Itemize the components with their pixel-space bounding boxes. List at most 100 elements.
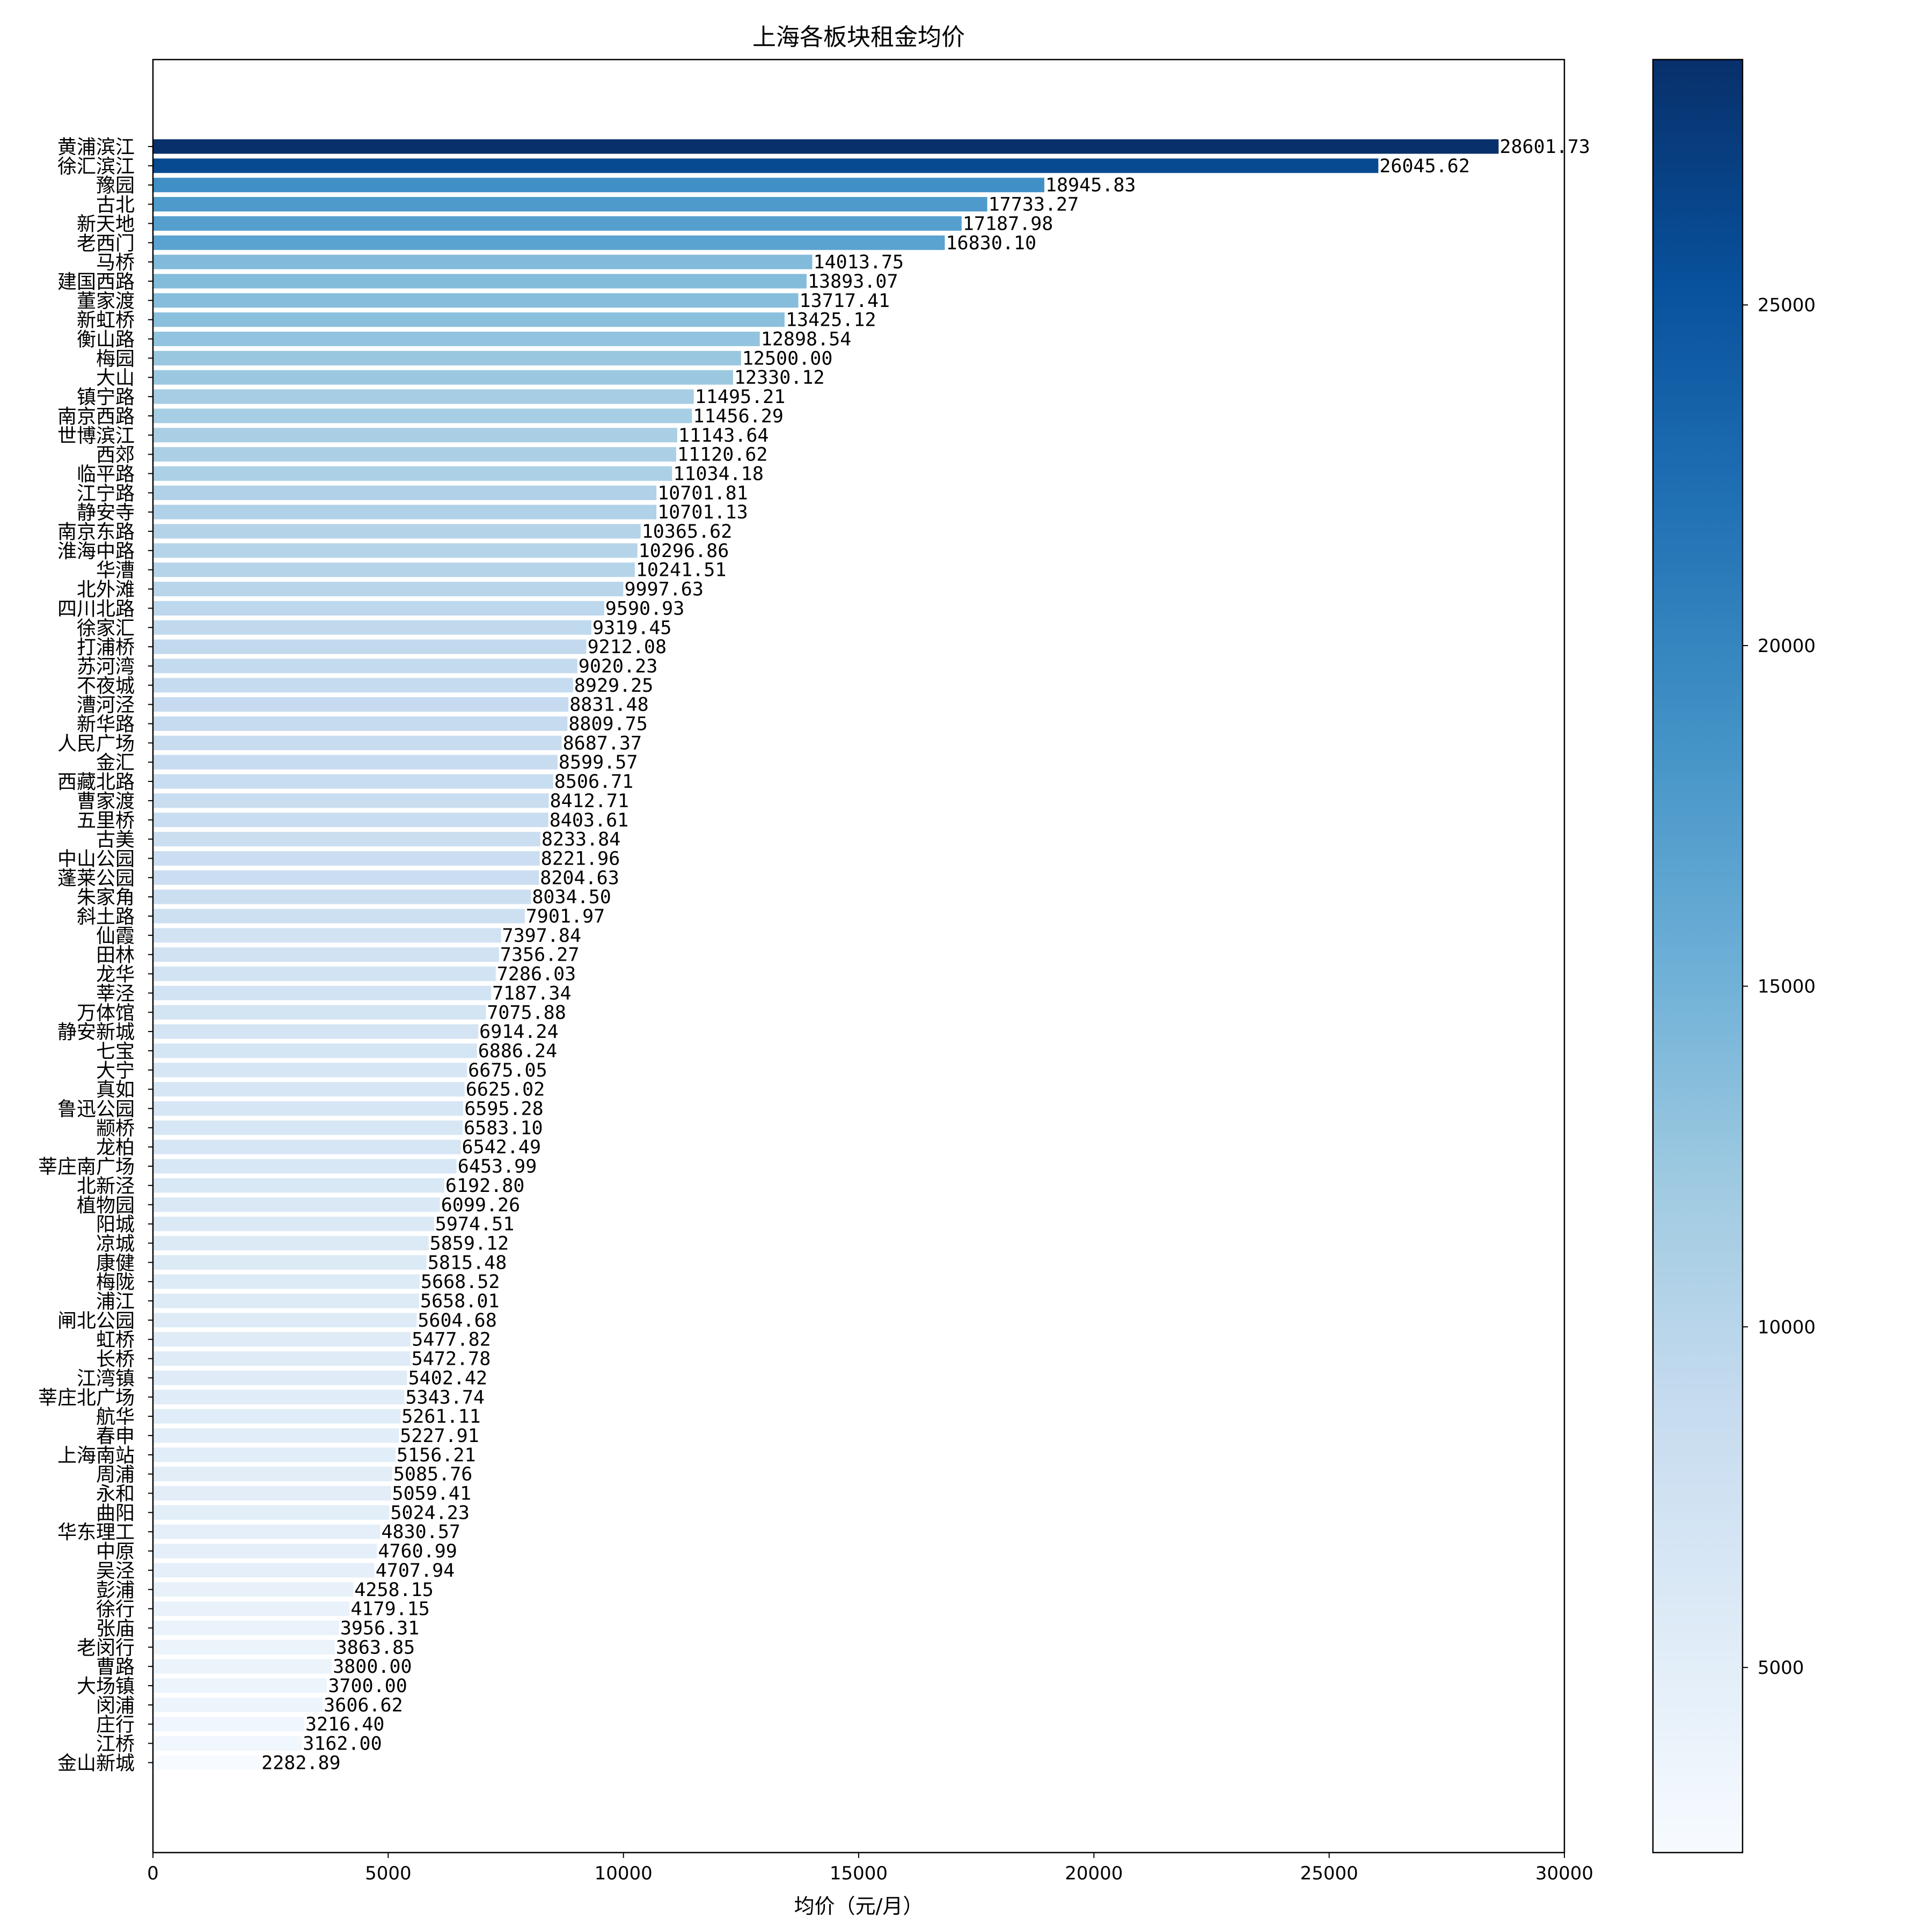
category-label: 人民广场 xyxy=(57,733,135,755)
category-label: 春申 xyxy=(96,1425,135,1447)
colorbar-ticks: 5000 10000 15000 20000 25000 xyxy=(1743,295,1816,1679)
category-label: 周浦 xyxy=(96,1464,135,1486)
bar xyxy=(153,332,760,346)
category-label: 金汇 xyxy=(96,752,135,774)
bar xyxy=(153,928,501,943)
bar xyxy=(153,1563,375,1578)
bar xyxy=(153,947,499,962)
bar-value-label: 6675.05 xyxy=(468,1060,547,1081)
bar-value-label: 11120.62 xyxy=(677,444,768,466)
category-label: 颛桥 xyxy=(96,1117,135,1139)
category-label: 大宁 xyxy=(96,1060,135,1082)
bar-value-label: 10701.81 xyxy=(657,482,748,504)
bar xyxy=(153,524,641,539)
bar-value-label: 12898.54 xyxy=(761,329,852,350)
category-label: 莘庄北广场 xyxy=(38,1387,135,1409)
bar-value-label: 4258.15 xyxy=(354,1579,434,1601)
bar-value-label: 12330.12 xyxy=(734,367,825,389)
bar xyxy=(153,601,604,616)
category-label: 南京西路 xyxy=(57,406,135,428)
bar xyxy=(153,293,799,308)
bar-value-label: 3216.40 xyxy=(305,1714,385,1736)
bar xyxy=(153,716,568,731)
bar xyxy=(153,1217,434,1232)
bar-value-label: 4179.15 xyxy=(350,1599,430,1620)
bar-value-label: 8831.48 xyxy=(569,694,649,716)
bar xyxy=(153,1293,420,1308)
category-label: 建国西路 xyxy=(57,271,135,293)
bar-value-label: 8034.50 xyxy=(532,887,611,908)
bar-value-label: 13425.12 xyxy=(786,310,876,331)
colorbar: 5000 10000 15000 20000 25000 xyxy=(1652,58,1816,1854)
bar-value-label: 10365.62 xyxy=(642,521,733,543)
category-label: 航华 xyxy=(96,1406,135,1428)
category-label: 西藏北路 xyxy=(57,771,135,793)
category-label: 仙霞 xyxy=(96,925,135,947)
bar xyxy=(153,832,540,847)
category-label: 古美 xyxy=(96,829,135,851)
bar xyxy=(153,447,676,462)
bar-value-label: 26045.62 xyxy=(1379,156,1470,177)
bar xyxy=(153,851,540,866)
x-axis-label: 均价（元/月） xyxy=(794,1894,924,1918)
colorbar-tick-label: 5000 xyxy=(1758,1657,1804,1679)
category-label: 董家渡 xyxy=(77,290,135,312)
bar xyxy=(153,678,573,693)
colorbar-tick-label: 10000 xyxy=(1758,1316,1816,1338)
bar-value-label: 5343.74 xyxy=(405,1387,485,1408)
bar xyxy=(153,1640,335,1655)
bar-value-label: 3863.85 xyxy=(336,1637,415,1658)
bar xyxy=(153,889,531,904)
category-label: 莘泾 xyxy=(96,983,135,1005)
bar-value-label: 6099.26 xyxy=(441,1195,521,1216)
bar xyxy=(153,1063,467,1078)
category-label: 彭浦 xyxy=(96,1579,135,1601)
bar xyxy=(153,543,638,558)
bar xyxy=(153,1159,457,1174)
bar xyxy=(153,1678,327,1693)
bar xyxy=(153,870,539,885)
bar xyxy=(153,1736,302,1751)
colorbar-tick-label: 15000 xyxy=(1758,976,1816,998)
bar-value-label: 9590.93 xyxy=(605,598,685,619)
bar-value-label: 18945.83 xyxy=(1045,175,1136,196)
bar xyxy=(153,1486,391,1501)
bar xyxy=(153,1505,390,1520)
category-label: 凉城 xyxy=(96,1233,135,1255)
category-label: 曲阳 xyxy=(96,1502,135,1524)
category-label: 江湾镇 xyxy=(77,1367,135,1389)
category-label: 苏河湾 xyxy=(77,656,135,678)
bar-value-label: 8204.63 xyxy=(540,867,619,889)
bar-value-label: 17733.27 xyxy=(989,194,1079,216)
bar xyxy=(153,216,962,231)
category-label: 虹桥 xyxy=(96,1329,135,1351)
bar-value-label: 7901.97 xyxy=(526,906,605,927)
category-label: 曹家渡 xyxy=(77,791,135,813)
bar xyxy=(153,312,785,327)
category-label: 江桥 xyxy=(96,1733,135,1755)
category-label: 北外滩 xyxy=(77,579,135,601)
bar xyxy=(153,1524,380,1539)
bar xyxy=(153,1082,465,1097)
category-label: 西郊 xyxy=(96,444,135,466)
bar xyxy=(153,158,1379,173)
bar-value-label: 5085.76 xyxy=(393,1464,473,1485)
category-label: 华漕 xyxy=(96,560,135,582)
bar-value-label: 8506.71 xyxy=(554,771,634,793)
category-label: 蓬莱公园 xyxy=(57,867,135,889)
bar xyxy=(153,985,492,1000)
bar xyxy=(153,813,548,828)
x-tick-label: 30000 xyxy=(1535,1863,1593,1884)
category-label: 梅陇 xyxy=(96,1271,135,1293)
bar xyxy=(153,1101,464,1116)
bar-value-label: 11456.29 xyxy=(693,406,784,427)
plot-frame xyxy=(152,58,1565,1854)
bar-value-label: 5156.21 xyxy=(397,1445,476,1466)
bar-value-label: 3800.00 xyxy=(333,1656,412,1678)
bar xyxy=(153,197,987,212)
category-label: 吴泾 xyxy=(96,1560,135,1582)
x-axis: 0 5000 10000 15000 20000 25000 30000 xyxy=(147,1853,1593,1884)
bar xyxy=(153,1467,392,1482)
bar-value-label: 8233.84 xyxy=(541,829,621,851)
category-label: 曹路 xyxy=(96,1656,135,1678)
